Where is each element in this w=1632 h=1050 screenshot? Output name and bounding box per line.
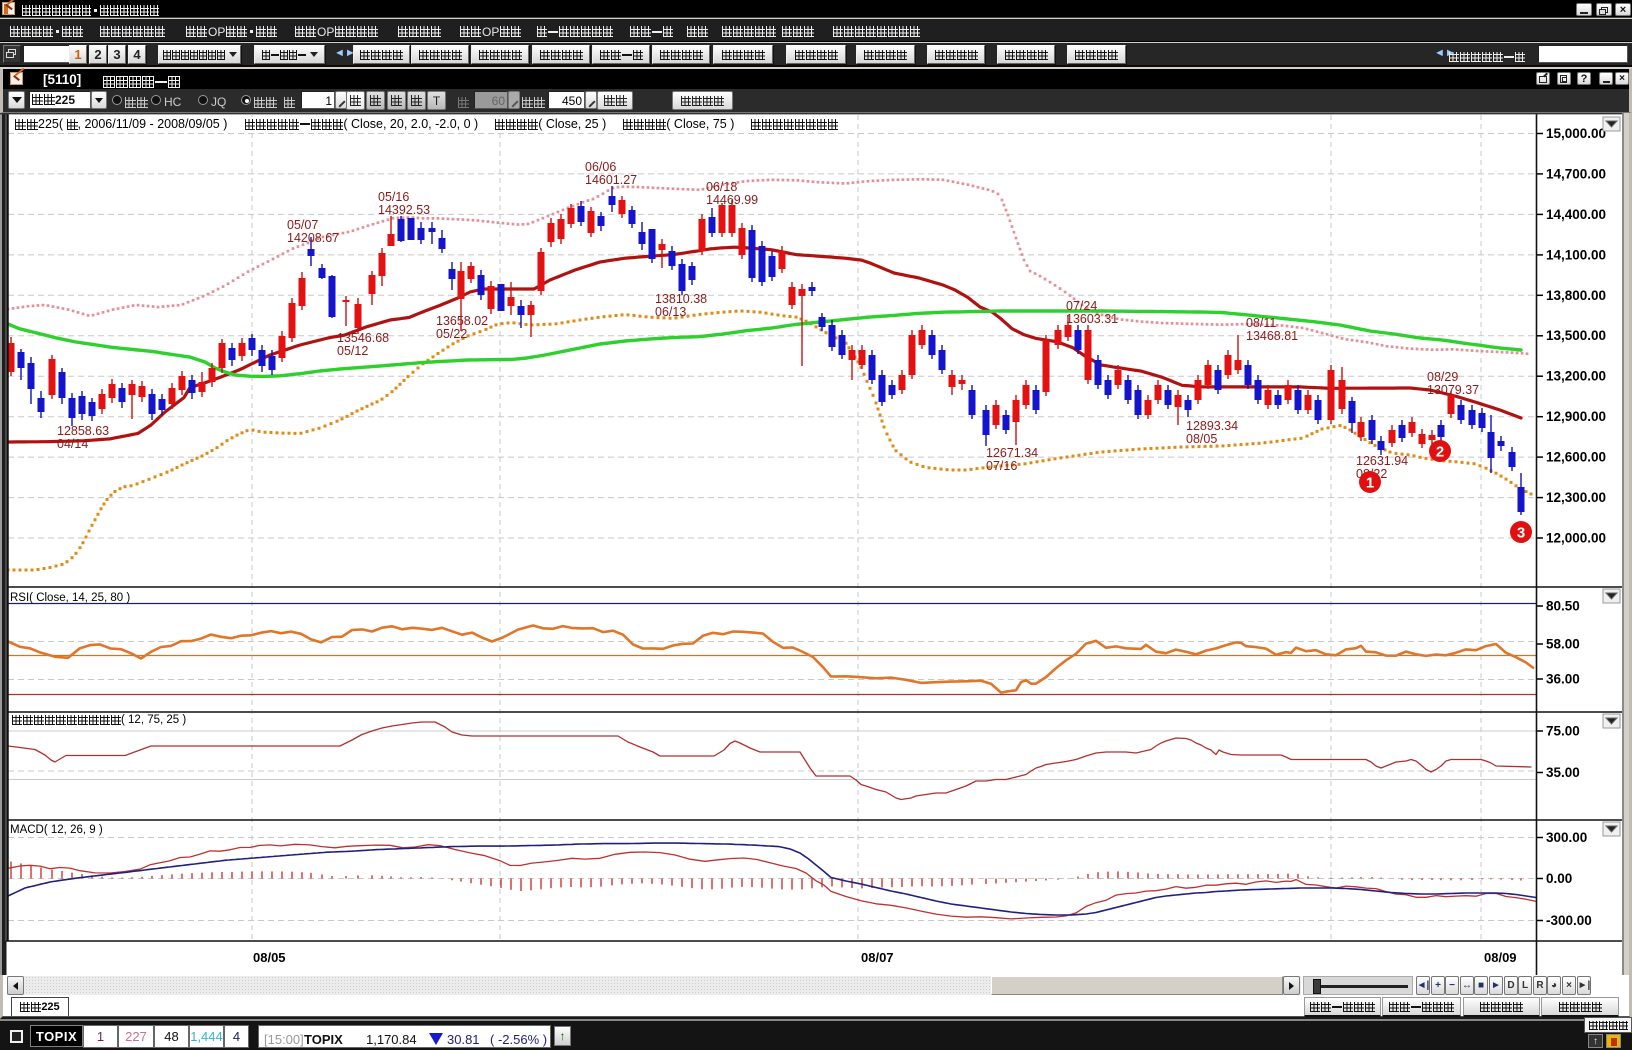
svg-text:14392.53: 14392.53 <box>378 203 430 217</box>
svg-text:07/16: 07/16 <box>986 459 1017 473</box>
svg-text:05/22: 05/22 <box>436 327 467 341</box>
svg-text:75.00: 75.00 <box>1546 724 1580 739</box>
svg-text:2: 2 <box>1436 444 1444 461</box>
svg-text:12893.34: 12893.34 <box>1186 419 1238 433</box>
svg-text:36.00: 36.00 <box>1546 672 1580 687</box>
svg-text:12631.94: 12631.94 <box>1356 454 1408 468</box>
svg-text:13546.68: 13546.68 <box>337 331 389 345</box>
svg-text:14601.27: 14601.27 <box>585 173 637 187</box>
svg-text:58.00: 58.00 <box>1546 637 1580 652</box>
svg-text:35.00: 35.00 <box>1546 765 1580 780</box>
svg-text:13,200.00: 13,200.00 <box>1546 369 1606 384</box>
svg-text:08/05: 08/05 <box>253 950 286 965</box>
svg-text:05/07: 05/07 <box>287 218 318 232</box>
svg-text:13079.37: 13079.37 <box>1427 383 1479 397</box>
svg-text:1: 1 <box>1366 475 1374 492</box>
svg-text:MACD( 12, 26, 9 ): MACD( 12, 26, 9 ) <box>10 824 103 836</box>
svg-text:06/06: 06/06 <box>585 160 616 174</box>
svg-text:08/11: 08/11 <box>1246 316 1276 330</box>
svg-text:08/05: 08/05 <box>1186 432 1217 446</box>
svg-text:08/07: 08/07 <box>861 950 894 965</box>
svg-text:14,700.00: 14,700.00 <box>1546 166 1606 181</box>
svg-text:3: 3 <box>1517 525 1525 542</box>
svg-text:13,500.00: 13,500.00 <box>1546 328 1606 343</box>
svg-text:14,100.00: 14,100.00 <box>1546 247 1606 262</box>
svg-text:15,000.00: 15,000.00 <box>1546 126 1606 141</box>
svg-text:12,300.00: 12,300.00 <box>1546 490 1606 505</box>
svg-text:04/14: 04/14 <box>57 437 88 451</box>
svg-text:13468.81: 13468.81 <box>1246 329 1298 343</box>
svg-text:12671.34: 12671.34 <box>986 446 1038 460</box>
svg-text:13,800.00: 13,800.00 <box>1546 288 1606 303</box>
svg-text:05/16: 05/16 <box>378 190 409 204</box>
svg-text:06/13: 06/13 <box>655 305 686 319</box>
svg-text:-300.00: -300.00 <box>1546 913 1592 928</box>
svg-text:14,400.00: 14,400.00 <box>1546 207 1606 222</box>
svg-text:13810.38: 13810.38 <box>655 292 707 306</box>
svg-text:13658.02: 13658.02 <box>436 314 488 328</box>
svg-text:0.00: 0.00 <box>1546 871 1572 886</box>
svg-text:08/09: 08/09 <box>1484 950 1517 965</box>
svg-text:12858.63: 12858.63 <box>57 424 109 438</box>
svg-text:14208.67: 14208.67 <box>287 231 339 245</box>
svg-text:RSI( Close, 14, 25, 80 ): RSI( Close, 14, 25, 80 ) <box>10 592 130 604</box>
svg-text:12,900.00: 12,900.00 <box>1546 409 1606 424</box>
svg-text:06/18: 06/18 <box>706 180 737 194</box>
svg-text:07/24: 07/24 <box>1066 299 1097 313</box>
svg-text:12,600.00: 12,600.00 <box>1546 450 1606 465</box>
svg-text:12,000.00: 12,000.00 <box>1546 531 1606 546</box>
svg-text:80.50: 80.50 <box>1546 599 1580 614</box>
svg-text:300.00: 300.00 <box>1546 830 1587 845</box>
svg-text:08/29: 08/29 <box>1427 370 1458 384</box>
svg-text:14469.99: 14469.99 <box>706 193 758 207</box>
svg-text:05/12: 05/12 <box>337 344 368 358</box>
svg-text:13603.31: 13603.31 <box>1066 312 1118 326</box>
